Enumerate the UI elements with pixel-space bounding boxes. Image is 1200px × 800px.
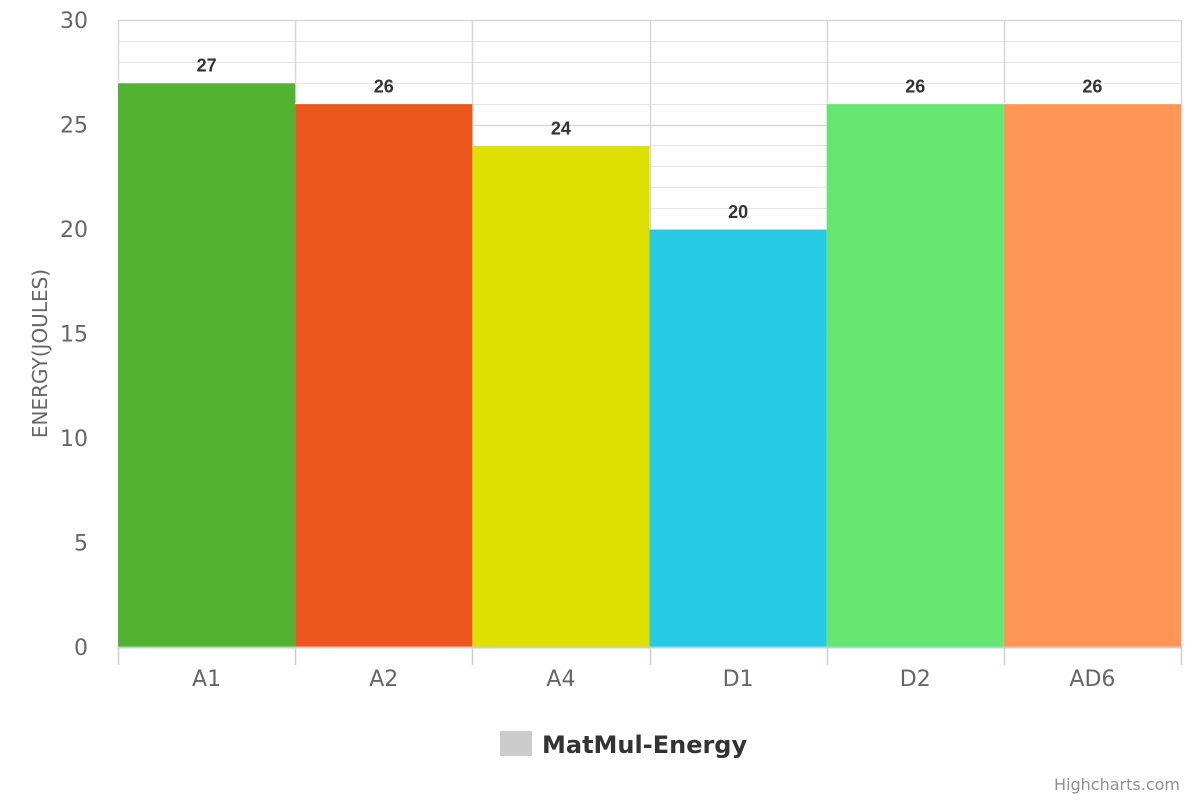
x-tick-label: D2 (900, 667, 931, 692)
bar-d2[interactable] (826, 103, 1004, 648)
y-axis-title: ENERGY(JOULES) (28, 269, 52, 438)
bar-a2[interactable] (295, 103, 473, 648)
legend[interactable]: MatMul-Energy (500, 731, 747, 759)
x-tick-label: D1 (723, 667, 754, 692)
data-label: 27 (197, 56, 217, 76)
data-label: 26 (374, 77, 394, 97)
y-tick-label: 20 (60, 218, 88, 243)
data-label: 26 (905, 77, 925, 97)
x-tick-label: A2 (369, 667, 398, 692)
y-tick-label: 25 (60, 114, 88, 139)
bars (118, 82, 1181, 648)
data-labels: 27 26 24 20 26 26 (197, 56, 1103, 222)
x-tick-label: A4 (546, 667, 575, 692)
data-label: 26 (1082, 77, 1102, 97)
y-tick-label: 30 (60, 9, 88, 34)
bar-a1[interactable] (118, 82, 296, 647)
credits-link[interactable]: Highcharts.com (1054, 775, 1180, 794)
y-tick-label: 10 (60, 427, 88, 452)
bar-a4[interactable] (472, 145, 650, 647)
legend-swatch[interactable] (500, 731, 532, 756)
data-label: 24 (551, 118, 571, 138)
bar-d1[interactable] (649, 229, 827, 647)
y-tick-label: 15 (60, 323, 88, 348)
bar-ad6[interactable] (1003, 103, 1181, 648)
axes: A1 A2 A4 D1 D2 AD6 0 5 10 15 20 25 30 (60, 9, 1183, 692)
x-tick-label: A1 (192, 667, 221, 692)
legend-label[interactable]: MatMul-Energy (542, 731, 747, 759)
y-tick-label: 5 (74, 532, 88, 557)
x-tick-label: AD6 (1069, 667, 1115, 692)
y-tick-label: 0 (74, 636, 88, 661)
data-label: 20 (728, 202, 748, 222)
